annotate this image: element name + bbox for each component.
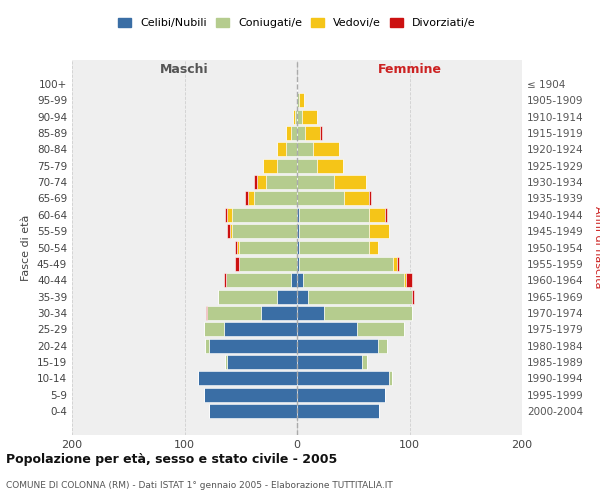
Bar	[261, 306, 297, 320]
Bar	[225, 208, 227, 222]
Bar	[232, 208, 297, 222]
Bar	[299, 208, 369, 222]
Bar	[238, 240, 239, 254]
Bar	[277, 159, 297, 172]
Bar	[218, 290, 277, 304]
Bar	[297, 372, 389, 386]
Bar	[297, 240, 299, 254]
Bar	[404, 274, 406, 287]
Bar	[209, 338, 297, 352]
Bar	[292, 126, 297, 140]
Bar	[297, 355, 362, 369]
Bar	[297, 110, 302, 124]
Bar	[302, 274, 404, 287]
Bar	[324, 306, 412, 320]
Bar	[299, 224, 369, 238]
Bar	[297, 274, 302, 287]
Bar	[362, 355, 367, 369]
Text: Maschi: Maschi	[160, 63, 209, 76]
Bar	[297, 126, 305, 140]
Bar	[297, 142, 313, 156]
Bar	[232, 224, 297, 238]
Bar	[235, 240, 238, 254]
Bar	[286, 126, 292, 140]
Bar	[292, 274, 297, 287]
Bar	[299, 240, 369, 254]
Bar	[344, 192, 369, 205]
Bar	[317, 159, 343, 172]
Text: Femmine: Femmine	[377, 63, 442, 76]
Bar	[369, 240, 378, 254]
Bar	[209, 404, 297, 418]
Bar	[235, 257, 239, 271]
Bar	[297, 257, 299, 271]
Bar	[245, 192, 248, 205]
Bar	[320, 126, 322, 140]
Bar	[203, 388, 297, 402]
Bar	[226, 274, 292, 287]
Bar	[224, 274, 226, 287]
Bar	[297, 175, 334, 189]
Bar	[406, 274, 412, 287]
Bar	[297, 338, 378, 352]
Bar	[263, 159, 277, 172]
Bar	[356, 322, 404, 336]
Bar	[378, 338, 387, 352]
Bar	[207, 306, 261, 320]
Bar	[392, 257, 397, 271]
Y-axis label: Anni di nascita: Anni di nascita	[593, 206, 600, 289]
Bar	[297, 322, 356, 336]
Bar	[205, 338, 209, 352]
Bar	[248, 192, 254, 205]
Bar	[297, 208, 299, 222]
Bar	[203, 322, 224, 336]
Text: Popolazione per età, sesso e stato civile - 2005: Popolazione per età, sesso e stato civil…	[6, 452, 337, 466]
Bar	[389, 372, 392, 386]
Bar	[295, 110, 297, 124]
Bar	[225, 355, 227, 369]
Bar	[397, 257, 400, 271]
Bar	[239, 257, 297, 271]
Bar	[334, 175, 365, 189]
Bar	[227, 224, 229, 238]
Bar	[302, 110, 317, 124]
Bar	[299, 94, 304, 108]
Legend: Celibi/Nubili, Coniugati/e, Vedovi/e, Divorziati/e: Celibi/Nubili, Coniugati/e, Vedovi/e, Di…	[114, 13, 480, 32]
Bar	[206, 306, 207, 320]
Bar	[239, 240, 297, 254]
Bar	[297, 306, 324, 320]
Bar	[277, 290, 297, 304]
Bar	[308, 290, 412, 304]
Bar	[385, 208, 387, 222]
Bar	[254, 175, 257, 189]
Bar	[224, 322, 297, 336]
Bar	[297, 159, 317, 172]
Bar	[369, 224, 389, 238]
Bar	[277, 142, 286, 156]
Text: COMUNE DI COLONNA (RM) - Dati ISTAT 1° gennaio 2005 - Elaborazione TUTTITALIA.IT: COMUNE DI COLONNA (RM) - Dati ISTAT 1° g…	[6, 480, 393, 490]
Bar	[299, 257, 392, 271]
Bar	[265, 175, 297, 189]
Bar	[297, 404, 379, 418]
Bar	[297, 388, 385, 402]
Bar	[293, 110, 295, 124]
Bar	[227, 355, 297, 369]
Bar	[227, 208, 232, 222]
Bar	[297, 94, 299, 108]
Y-axis label: Fasce di età: Fasce di età	[22, 214, 31, 280]
Bar	[254, 192, 297, 205]
Bar	[412, 290, 414, 304]
Bar	[229, 224, 232, 238]
Bar	[313, 142, 338, 156]
Bar	[297, 290, 308, 304]
Bar	[369, 208, 385, 222]
Bar	[257, 175, 265, 189]
Bar	[297, 192, 344, 205]
Bar	[369, 192, 371, 205]
Bar	[286, 142, 297, 156]
Bar	[198, 372, 297, 386]
Bar	[297, 224, 299, 238]
Bar	[305, 126, 320, 140]
